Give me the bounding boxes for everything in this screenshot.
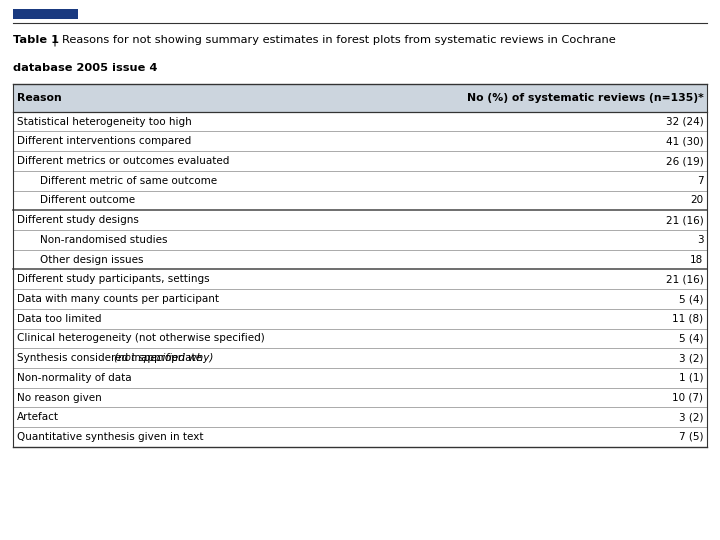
Text: No (%) of systematic reviews (n=135)*: No (%) of systematic reviews (n=135)* xyxy=(467,93,703,103)
Text: Other design issues: Other design issues xyxy=(40,254,144,265)
Bar xyxy=(13,84,707,112)
Text: 21 (16): 21 (16) xyxy=(666,274,703,285)
Text: Different interventions compared: Different interventions compared xyxy=(17,136,191,146)
Text: Non-randomised studies: Non-randomised studies xyxy=(40,235,168,245)
Text: Table 1: Table 1 xyxy=(13,35,59,45)
Text: Different metric of same outcome: Different metric of same outcome xyxy=(40,176,217,186)
Text: 11 (8): 11 (8) xyxy=(672,314,703,324)
Text: 1 (1): 1 (1) xyxy=(679,373,703,383)
Text: Data with many counts per participant: Data with many counts per participant xyxy=(17,294,219,304)
Bar xyxy=(13,9,78,19)
Text: (not specified why): (not specified why) xyxy=(114,353,213,363)
Text: Quantitative synthesis given in text: Quantitative synthesis given in text xyxy=(17,432,203,442)
Text: 20: 20 xyxy=(690,195,703,206)
Text: Clinical heterogeneity (not otherwise specified): Clinical heterogeneity (not otherwise sp… xyxy=(17,333,264,343)
Text: Reason: Reason xyxy=(17,93,61,103)
Text: Statistical heterogeneity too high: Statistical heterogeneity too high xyxy=(17,117,192,127)
Text: 10 (7): 10 (7) xyxy=(672,393,703,403)
Text: 18: 18 xyxy=(690,254,703,265)
Text: Different study participants, settings: Different study participants, settings xyxy=(17,274,210,285)
Text: 3: 3 xyxy=(697,235,703,245)
Text: 21 (16): 21 (16) xyxy=(666,215,703,225)
Text: 7 (5): 7 (5) xyxy=(679,432,703,442)
Text: 3 (2): 3 (2) xyxy=(679,353,703,363)
Text: Synthesis considered inappropriate: Synthesis considered inappropriate xyxy=(17,353,204,363)
Text: No reason given: No reason given xyxy=(17,393,102,403)
Text: Artefact: Artefact xyxy=(17,412,58,422)
Text: Different outcome: Different outcome xyxy=(40,195,135,206)
Text: Reasons for not showing summary estimates in forest plots from systematic review: Reasons for not showing summary estimate… xyxy=(62,35,616,45)
Text: 5 (4): 5 (4) xyxy=(679,333,703,343)
Text: 5 (4): 5 (4) xyxy=(679,294,703,304)
Text: Data too limited: Data too limited xyxy=(17,314,101,324)
Text: Different study designs: Different study designs xyxy=(17,215,138,225)
Text: Different metrics or outcomes evaluated: Different metrics or outcomes evaluated xyxy=(17,156,229,166)
Text: Non-normality of data: Non-normality of data xyxy=(17,373,131,383)
Text: 26 (19): 26 (19) xyxy=(666,156,703,166)
Text: 7: 7 xyxy=(697,176,703,186)
Text: 32 (24): 32 (24) xyxy=(666,117,703,127)
Text: 41 (30): 41 (30) xyxy=(666,136,703,146)
Text: database 2005 issue 4: database 2005 issue 4 xyxy=(13,63,158,73)
Text: 3 (2): 3 (2) xyxy=(679,412,703,422)
Text: |: | xyxy=(53,35,61,45)
